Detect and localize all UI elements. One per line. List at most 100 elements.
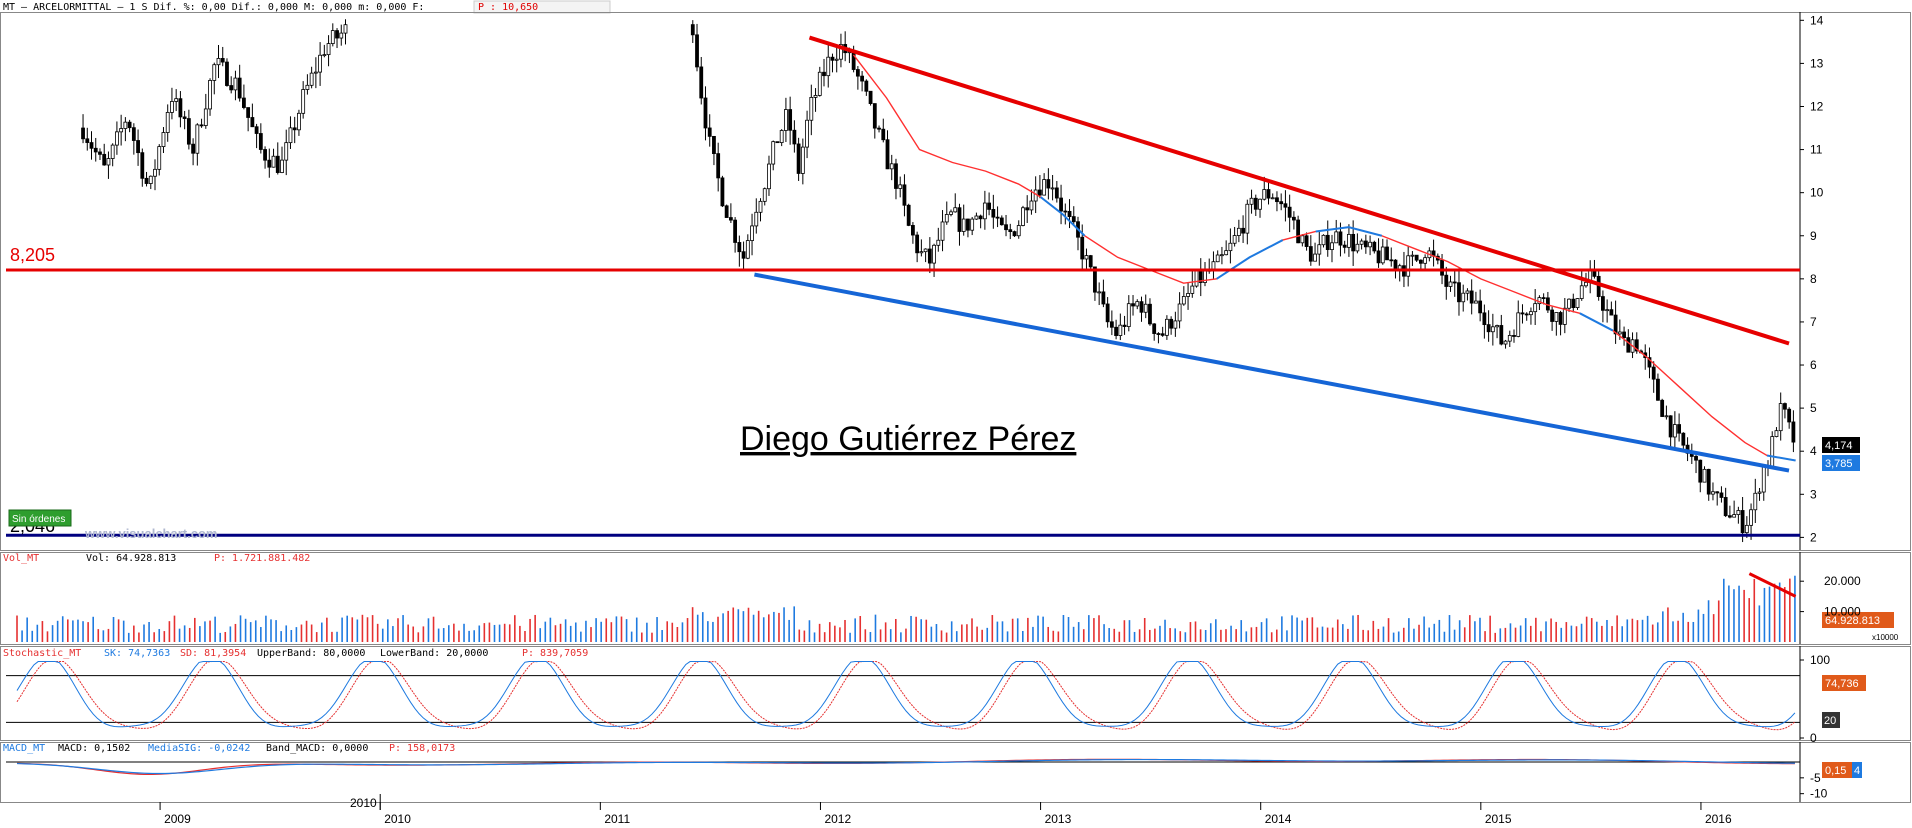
candle-body-9	[119, 128, 124, 133]
x-extra-label: 2010	[350, 796, 377, 810]
price-tick-3: 3	[1810, 487, 1817, 501]
last-price-tag: 4,174	[1822, 437, 1860, 453]
candle-body-202	[1279, 201, 1284, 205]
candle-body-133	[987, 202, 992, 210]
volume-plot	[16, 572, 1797, 642]
price-plot	[6, 19, 1800, 543]
sin-ordenes-badge[interactable]: Sin órdenes	[8, 509, 72, 527]
svg-text:74,736: 74,736	[1825, 678, 1859, 690]
candle-body-226	[1380, 246, 1385, 264]
candle-body-320	[1778, 403, 1783, 432]
candle-body-170	[1143, 303, 1148, 313]
candle-body-50	[292, 127, 297, 131]
candle-body-268	[1558, 312, 1563, 325]
svg-text:0,15: 0,15	[1825, 765, 1846, 777]
candle-body-210	[1313, 253, 1317, 262]
ma-blue-seg-0	[1039, 196, 1086, 237]
candle-body-295	[1672, 424, 1677, 438]
candle-body-63	[690, 24, 695, 36]
candle-body-129	[970, 218, 975, 231]
candle-body-234	[1414, 254, 1419, 261]
candle-body-297	[1681, 432, 1686, 446]
candle-body-31	[212, 64, 217, 81]
svg-text:64.928.813: 64.928.813	[1825, 615, 1880, 627]
candle-body-98	[839, 44, 843, 60]
candle-body-179	[1181, 296, 1186, 305]
candle-body-28	[199, 124, 204, 127]
candle-body-53	[305, 84, 310, 90]
candle-body-49	[288, 127, 293, 144]
candle-body-86	[788, 109, 793, 131]
candle-body-65	[699, 66, 704, 99]
candle-body-192	[1236, 227, 1241, 236]
price-tick-4: 4	[1810, 444, 1817, 458]
candle-body-76	[745, 240, 750, 259]
candle-body-201	[1275, 197, 1279, 203]
candle-body-277	[1596, 275, 1601, 297]
candle-body-78	[754, 211, 759, 227]
candle-body-29	[203, 108, 208, 126]
candle-body-123	[944, 214, 949, 223]
ticker-line: MT – ARCELORMITTAL – 1 S Dif. %: 0,00 Di…	[3, 2, 424, 13]
candle-body-181	[1190, 285, 1195, 294]
candle-body-211	[1317, 244, 1322, 255]
candle-body-321	[1783, 403, 1787, 410]
candle-body-223	[1368, 241, 1372, 248]
candle-body-118	[923, 248, 928, 253]
candle-body-167	[1131, 303, 1135, 307]
candle-body-229	[1393, 259, 1398, 270]
macd-signal-line	[16, 758, 1795, 775]
svg-text:MACD_MT: MACD_MT	[3, 743, 45, 754]
candle-body-14	[140, 152, 145, 179]
candle-body-59	[330, 30, 335, 44]
candle-body-153	[1071, 216, 1076, 223]
candle-body-208	[1304, 235, 1309, 247]
macd-header: MACD_MT MACD: 0,1502 MediaSIG: -0,0242 B…	[3, 743, 455, 754]
svg-text:4: 4	[1854, 765, 1860, 777]
candle-body-72	[728, 217, 733, 221]
candle-body-246	[1465, 290, 1470, 294]
candle-body-284	[1626, 337, 1631, 353]
candle-body-303	[1706, 468, 1711, 495]
svg-text:P: 839,7059: P: 839,7059	[522, 648, 588, 659]
candle-body-115	[911, 225, 915, 236]
candle-body-137	[1004, 224, 1008, 231]
candle-body-17	[153, 168, 157, 177]
candle-body-106	[872, 103, 877, 129]
candle-body-318	[1770, 436, 1775, 468]
x-tick-2012: 2012	[824, 812, 851, 826]
candle-body-215	[1334, 231, 1339, 244]
candle-body-12	[131, 127, 136, 141]
candle-body-292	[1660, 399, 1665, 417]
svg-text:LowerBand: 20,0000: LowerBand: 20,0000	[380, 648, 488, 659]
candle-body-5	[102, 153, 107, 166]
ma-blue-seg-4	[1766, 454, 1796, 462]
candle-body-147	[1046, 179, 1051, 189]
candle-body-255	[1503, 340, 1508, 345]
candle-body-135	[995, 216, 1000, 219]
candle-body-178	[1177, 303, 1182, 322]
candle-body-43	[263, 149, 267, 161]
candle-body-145	[1037, 189, 1042, 196]
candle-body-279	[1605, 309, 1610, 312]
candle-body-264	[1541, 297, 1546, 299]
candle-body-7	[110, 144, 115, 159]
candle-body-112	[898, 184, 903, 189]
panel-border-2	[0, 646, 1911, 741]
candle-body-225	[1376, 250, 1381, 264]
candle-body-312	[1744, 524, 1749, 534]
candle-body-26	[191, 143, 196, 154]
candle-body-195	[1249, 197, 1254, 205]
candle-body-205	[1291, 216, 1296, 221]
candle-body-84	[779, 130, 784, 143]
candle-body-180	[1186, 293, 1190, 297]
x-tick-2011: 2011	[604, 812, 630, 826]
candle-body-90	[805, 119, 809, 148]
candle-body-108	[881, 128, 886, 141]
svg-text:MediaSIG: -0,0242: MediaSIG: -0,0242	[148, 743, 250, 754]
candle-body-168	[1135, 301, 1140, 307]
svg-text:SK: 74,7363: SK: 74,7363	[104, 648, 170, 659]
candle-body-41	[254, 126, 259, 134]
candle-body-82	[771, 141, 776, 165]
candle-body-283	[1622, 331, 1626, 339]
